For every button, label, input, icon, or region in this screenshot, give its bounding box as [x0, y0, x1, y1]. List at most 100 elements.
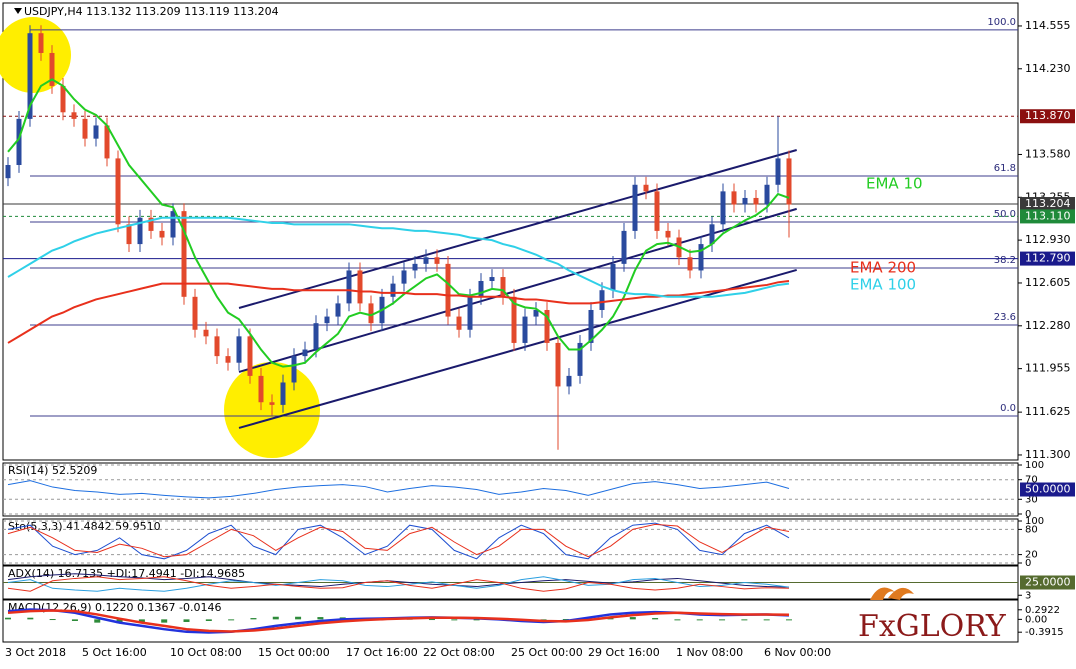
- candle-body: [489, 277, 495, 281]
- x-tick-label: 17 Oct 16:00: [346, 646, 418, 659]
- histogram-bar: [49, 619, 56, 621]
- y-tick-label: 0.2922: [1025, 605, 1060, 616]
- candle-body: [720, 191, 726, 225]
- x-tick-label: 29 Oct 16:00: [588, 646, 660, 659]
- candle-body: [511, 296, 517, 343]
- candle-body: [775, 158, 781, 185]
- candle-body: [170, 211, 176, 238]
- x-tick-label: 15 Oct 00:00: [258, 646, 330, 659]
- candle-body: [654, 191, 660, 231]
- histogram-bar: [94, 619, 101, 623]
- fib-label: 38.2: [994, 255, 1016, 266]
- x-tick-label: 1 Nov 08:00: [676, 646, 743, 659]
- y-tick-label: 3: [1025, 590, 1031, 601]
- price-label: 113.870: [1025, 109, 1071, 122]
- indicator-line: [7, 576, 790, 592]
- candle-body: [214, 336, 220, 357]
- y-tick-label: 80: [1025, 524, 1038, 535]
- histogram-bar: [5, 617, 11, 620]
- candle-body: [148, 217, 154, 231]
- panel-title: RSI(14) 52.5209: [8, 464, 97, 477]
- candle-body: [665, 230, 671, 238]
- candle-body: [49, 52, 55, 86]
- indicator-line: [7, 480, 790, 499]
- candle-body: [159, 230, 165, 238]
- candle-body: [203, 329, 209, 337]
- candle-body: [368, 303, 374, 324]
- candle-body: [390, 283, 396, 297]
- candle-body: [621, 230, 627, 264]
- x-tick-label: 3 Oct 2018: [5, 646, 66, 659]
- candle-body: [302, 349, 308, 357]
- y-tick-label: 0.00: [1025, 614, 1047, 625]
- x-tick-label: 22 Oct 08:00: [423, 646, 495, 659]
- candle-body: [588, 309, 594, 343]
- candle-body: [137, 217, 143, 245]
- candle-body: [82, 118, 88, 139]
- candle-body: [478, 280, 484, 297]
- candle-body: [423, 257, 429, 264]
- price-label-box: [1020, 109, 1075, 124]
- histogram-bar: [562, 619, 569, 621]
- histogram-bar: [183, 619, 190, 622]
- y-tick-label: 0: [1025, 509, 1031, 520]
- candle-body: [5, 165, 11, 179]
- price-label-box: [1020, 482, 1075, 497]
- candle-body: [324, 316, 330, 324]
- y-tick-label: 20: [1025, 550, 1038, 561]
- legend-entry: EMA 10: [866, 175, 923, 193]
- histogram-bar: [763, 619, 770, 621]
- histogram-bar: [138, 619, 145, 623]
- fib-label: 50.0: [994, 209, 1016, 220]
- histogram-bar: [205, 619, 212, 621]
- price-label: 50.0000: [1025, 483, 1071, 496]
- histogram-bar: [741, 619, 748, 621]
- logo: FxGLORY: [858, 609, 1007, 644]
- candle-body: [764, 184, 770, 205]
- histogram-bar: [27, 617, 34, 620]
- panel-title: Sto(5,3,3) 41.4842 59.9510: [8, 520, 161, 533]
- histogram-bar: [719, 619, 726, 621]
- panel-frame: [2, 462, 1019, 517]
- candle-body: [258, 375, 264, 403]
- y-tick-label: 114.230: [1025, 62, 1071, 75]
- price-label-box: [1020, 209, 1075, 224]
- candle-body: [412, 263, 418, 271]
- histogram-bar: [451, 619, 458, 621]
- y-tick-label: 0: [1025, 558, 1031, 569]
- price-label: 25.0000: [1025, 576, 1071, 589]
- y-tick-label: 112.280: [1025, 319, 1071, 332]
- y-tick-label: 100: [1025, 460, 1044, 471]
- candle-body: [225, 356, 231, 363]
- indicator-line: [7, 609, 790, 633]
- candle-body: [698, 244, 704, 271]
- x-tick-label: 6 Nov 00:00: [764, 646, 831, 659]
- panel-title: ADX(14) 16.7135 +DI:17.4941 -DI:14.9685: [8, 567, 245, 580]
- fib-label: 0.0: [1000, 403, 1016, 414]
- indicator-line: [7, 576, 790, 592]
- candle-body: [544, 309, 550, 343]
- candle-body: [687, 257, 693, 271]
- price-label: 112.790: [1025, 252, 1071, 265]
- histogram-bar: [116, 619, 123, 624]
- price-label: 113.204: [1025, 197, 1071, 210]
- candle-body: [731, 191, 737, 205]
- price-label-box: [1020, 251, 1075, 266]
- histogram-bar: [428, 619, 435, 621]
- legend-entry: EMA 100: [850, 276, 916, 294]
- histogram-bar: [629, 617, 636, 620]
- candle-body: [522, 316, 528, 343]
- candle-body: [753, 197, 759, 205]
- candle-body: [335, 303, 341, 317]
- fib-label: 61.8: [994, 163, 1016, 174]
- channel-line: [238, 149, 797, 309]
- candle-body: [115, 158, 121, 225]
- candle-body: [38, 33, 44, 53]
- histogram-bar: [786, 619, 792, 621]
- y-tick-label: 30: [1025, 494, 1038, 505]
- panel-frame: [2, 2, 1019, 461]
- candle-body: [357, 270, 363, 304]
